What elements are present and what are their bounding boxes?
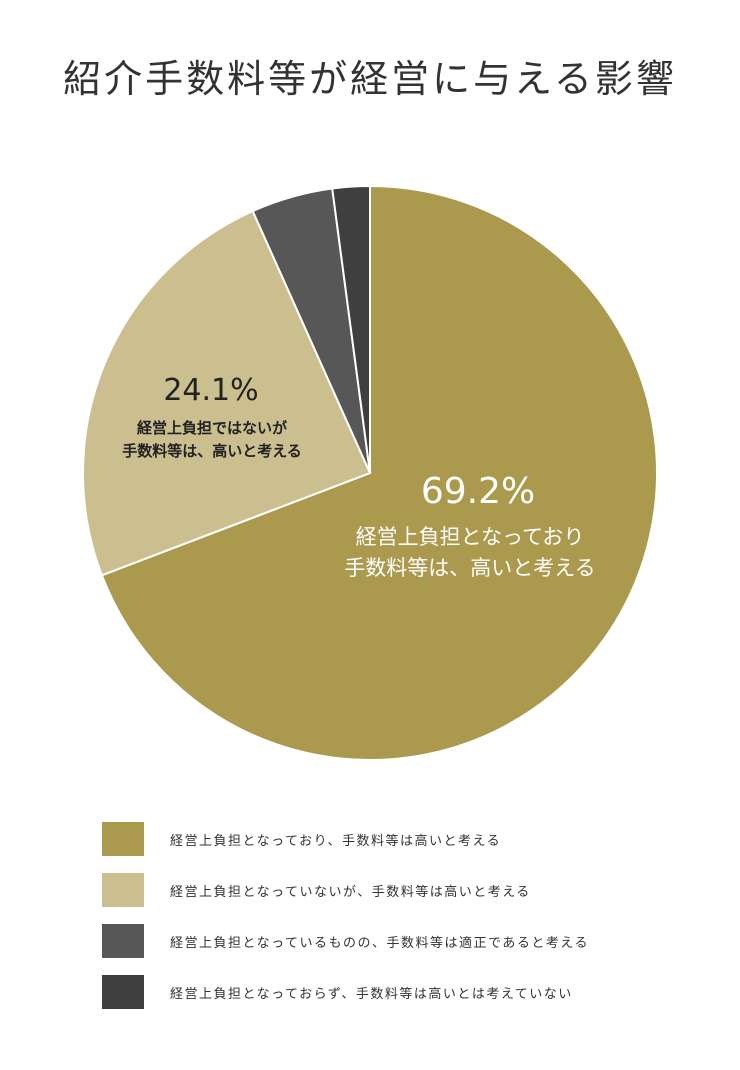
legend-swatch-1 xyxy=(102,822,144,856)
slice-2-label-line1: 経営上負担ではないが xyxy=(137,419,288,437)
legend-item-2: 経営上負担となっていないが、手数料等は高いと考える xyxy=(102,873,662,907)
legend-swatch-4 xyxy=(102,975,144,1009)
legend-label-4: 経営上負担となっておらず、手数料等は高いとは考えていない xyxy=(170,987,573,1002)
pie-slice-4 xyxy=(331,184,371,474)
legend-item-4: 経営上負担となっておらず、手数料等は高いとは考えていない xyxy=(102,975,662,1009)
slice-1-percent-label: 69.2% xyxy=(421,471,535,512)
legend-swatch-3 xyxy=(102,924,144,958)
slice-1-label-line2: 手数料等は、高いと考える xyxy=(344,556,595,580)
pie-slice-1 xyxy=(100,184,658,761)
legend-label-3: 経営上負担となっているものの、手数料等は適正であると考える xyxy=(170,936,589,951)
legend-swatch-2 xyxy=(102,873,144,907)
slice-1-label-line1: 経営上負担となっており xyxy=(356,525,585,549)
slice-2-percent-label: 24.1% xyxy=(163,373,258,408)
pie-chart: 69.2%経営上負担となっており手数料等は、高いと考える24.1%経営上負担では… xyxy=(82,184,658,761)
legend-item-3: 経営上負担となっているものの、手数料等は適正であると考える xyxy=(102,924,662,958)
legend-item-1: 経営上負担となっており、手数料等は高いと考える xyxy=(102,822,662,856)
legend-label-2: 経営上負担となっていないが、手数料等は高いと考える xyxy=(170,885,531,900)
chart-title: 紹介手数料等が経営に与える影響 xyxy=(63,57,677,101)
slice-2-label-line2: 手数料等は、高いと考える xyxy=(122,442,302,460)
legend-label-1: 経営上負担となっており、手数料等は高いと考える xyxy=(170,834,502,849)
pie-slice-2 xyxy=(82,209,372,577)
